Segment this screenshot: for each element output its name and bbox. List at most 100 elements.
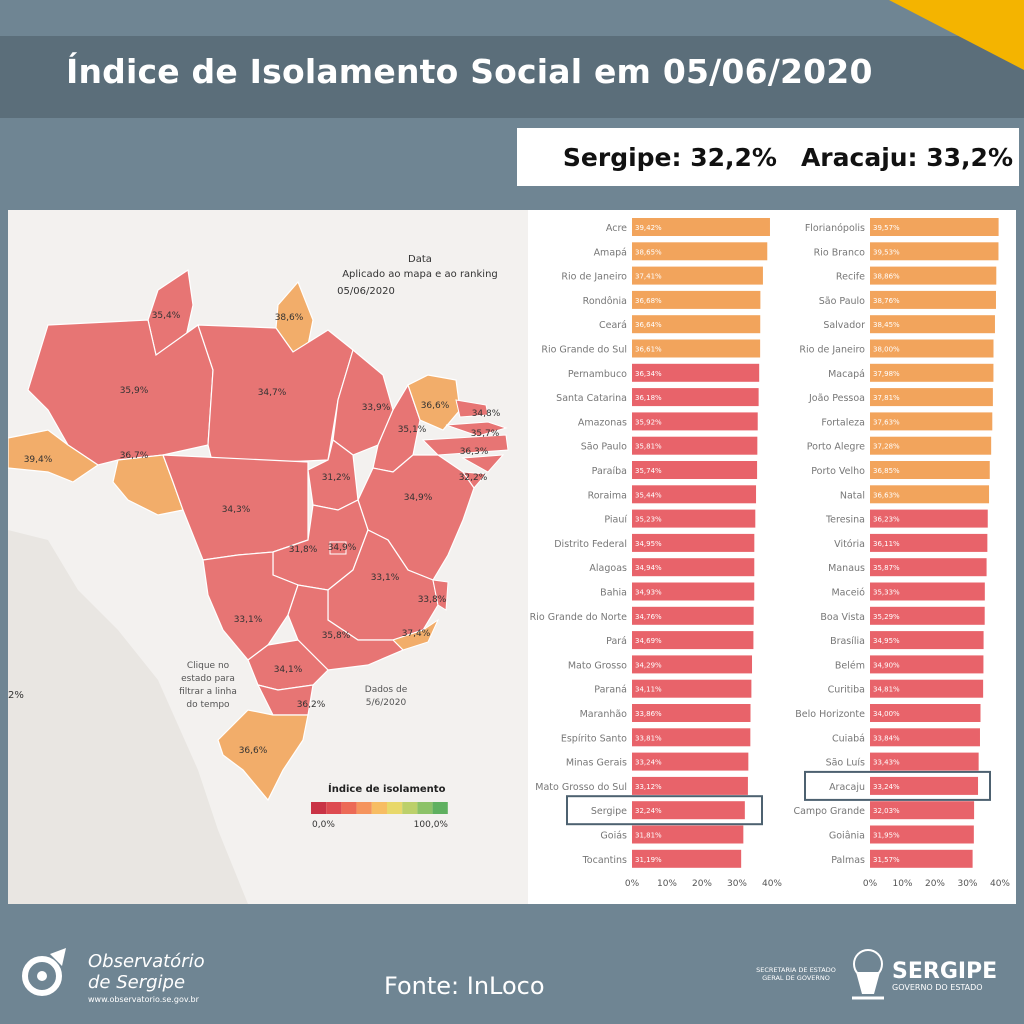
state-paraiba[interactable] bbox=[445, 421, 508, 437]
bar-value-label: 35,81% bbox=[635, 443, 662, 451]
bar[interactable] bbox=[870, 849, 973, 868]
bar[interactable] bbox=[870, 266, 997, 285]
bar[interactable] bbox=[870, 218, 999, 236]
bar[interactable] bbox=[632, 849, 742, 868]
bar[interactable] bbox=[632, 242, 768, 261]
bar-category-label: Amapá bbox=[594, 247, 627, 258]
bar[interactable] bbox=[632, 218, 770, 236]
bar[interactable] bbox=[632, 606, 754, 625]
bar[interactable] bbox=[632, 485, 757, 504]
bar[interactable] bbox=[870, 606, 985, 625]
bar[interactable] bbox=[870, 290, 996, 309]
bar[interactable] bbox=[632, 825, 744, 844]
bar[interactable] bbox=[870, 728, 980, 747]
bar[interactable] bbox=[870, 533, 988, 552]
bar-value-label: 34,29% bbox=[635, 661, 662, 669]
bar[interactable] bbox=[632, 388, 759, 407]
bar[interactable] bbox=[870, 582, 985, 601]
bar[interactable] bbox=[870, 485, 990, 504]
bar[interactable] bbox=[632, 461, 758, 479]
bar[interactable] bbox=[870, 825, 974, 844]
capitals-bar-chart[interactable]: Florianópolis 39,57% Rio Branco 39,53% Recif… bbox=[793, 218, 1010, 889]
bar[interactable] bbox=[632, 655, 753, 674]
bar[interactable] bbox=[870, 558, 987, 577]
bar[interactable] bbox=[870, 363, 994, 382]
bar[interactable] bbox=[870, 436, 992, 455]
bar[interactable] bbox=[870, 655, 984, 674]
bar[interactable] bbox=[632, 752, 749, 771]
bar[interactable] bbox=[870, 461, 990, 479]
secretaria-line2: GERAL DE GOVERNO bbox=[762, 974, 830, 982]
bar[interactable] bbox=[632, 776, 748, 795]
state-santa-catarina[interactable] bbox=[256, 684, 314, 716]
bar-category-label: Rio Grande do Norte bbox=[530, 612, 627, 623]
bar[interactable] bbox=[632, 704, 751, 722]
bar-value-label: 34,93% bbox=[635, 589, 662, 597]
bar[interactable] bbox=[632, 436, 758, 455]
bar-category-label: Maceió bbox=[831, 588, 865, 599]
bar[interactable] bbox=[632, 631, 754, 650]
bar[interactable] bbox=[632, 801, 745, 820]
state-rio-grande-do-norte[interactable] bbox=[455, 399, 489, 418]
state-value-label: 36,7% bbox=[120, 451, 149, 461]
bar-value-label: 33,24% bbox=[873, 783, 900, 791]
bar-category-label: Bahia bbox=[600, 588, 627, 599]
bar-category-label: Brasília bbox=[830, 636, 865, 647]
logo-left-line2: de Sergipe bbox=[88, 972, 185, 993]
bar-category-label: Rio Grande do Sul bbox=[541, 345, 627, 356]
bar[interactable] bbox=[632, 509, 756, 528]
bar-category-label: Minas Gerais bbox=[566, 758, 627, 769]
bar[interactable] bbox=[632, 266, 763, 285]
bar[interactable] bbox=[632, 558, 755, 577]
state-espirito-santo[interactable] bbox=[432, 579, 449, 611]
bar[interactable] bbox=[870, 776, 979, 795]
bar-value-label: 35,44% bbox=[635, 491, 662, 499]
bar-category-label: Santa Catarina bbox=[556, 393, 627, 404]
bar-category-label: São Luís bbox=[826, 758, 865, 769]
bar[interactable] bbox=[870, 631, 984, 650]
dados-label: Dados de 5/6/2020 bbox=[365, 685, 408, 708]
highlight-box bbox=[804, 770, 991, 801]
bar-category-label: Tocantins bbox=[582, 855, 627, 866]
bar[interactable] bbox=[870, 388, 993, 407]
bar-category-label: Pará bbox=[606, 636, 627, 647]
bar[interactable] bbox=[870, 412, 993, 431]
legend-swatches bbox=[311, 802, 448, 814]
bar-value-label: 34,94% bbox=[635, 564, 662, 572]
bar[interactable] bbox=[632, 533, 755, 552]
bar[interactable] bbox=[632, 339, 761, 358]
state-pernambuco[interactable] bbox=[421, 434, 509, 456]
states-bar-chart[interactable]: Acre 39,42% Amapá 38,65% Rio de Janeiro 37,41… bbox=[530, 218, 783, 889]
state-alagoas[interactable] bbox=[461, 454, 505, 473]
bar[interactable] bbox=[870, 509, 988, 528]
bar[interactable] bbox=[870, 242, 999, 261]
bar[interactable] bbox=[632, 582, 755, 601]
state-value-label: 33,8% bbox=[418, 595, 447, 605]
state-value-label: 34,9% bbox=[328, 543, 357, 553]
bar[interactable] bbox=[632, 290, 761, 309]
bar[interactable] bbox=[632, 679, 752, 698]
state-value-label: 32,2% bbox=[459, 473, 488, 483]
bar-category-label: Belo Horizonte bbox=[795, 709, 865, 720]
brazil-map[interactable] bbox=[7, 268, 509, 802]
bar[interactable] bbox=[632, 315, 761, 334]
bar[interactable] bbox=[632, 412, 758, 431]
bar[interactable] bbox=[870, 752, 979, 771]
bar[interactable] bbox=[870, 339, 994, 358]
bar-category-label: Porto Velho bbox=[811, 466, 865, 477]
legend-swatch bbox=[432, 802, 448, 814]
bar[interactable] bbox=[870, 704, 981, 722]
bar-value-label: 31,81% bbox=[635, 832, 662, 840]
bar[interactable] bbox=[632, 363, 760, 382]
bar[interactable] bbox=[870, 801, 975, 820]
axis-tick-label: 10% bbox=[657, 879, 677, 889]
bar[interactable] bbox=[632, 728, 751, 747]
bar-category-label: Distrito Federal bbox=[554, 539, 627, 550]
state-distrito-federal[interactable] bbox=[329, 541, 347, 555]
state-value-label: 34,9% bbox=[404, 493, 433, 503]
state-acre[interactable] bbox=[7, 429, 100, 483]
dados-line: 5/6/2020 bbox=[366, 698, 407, 708]
bar[interactable] bbox=[870, 679, 984, 698]
state-rio-grande-do-sul[interactable] bbox=[217, 709, 309, 802]
bar[interactable] bbox=[870, 315, 995, 334]
